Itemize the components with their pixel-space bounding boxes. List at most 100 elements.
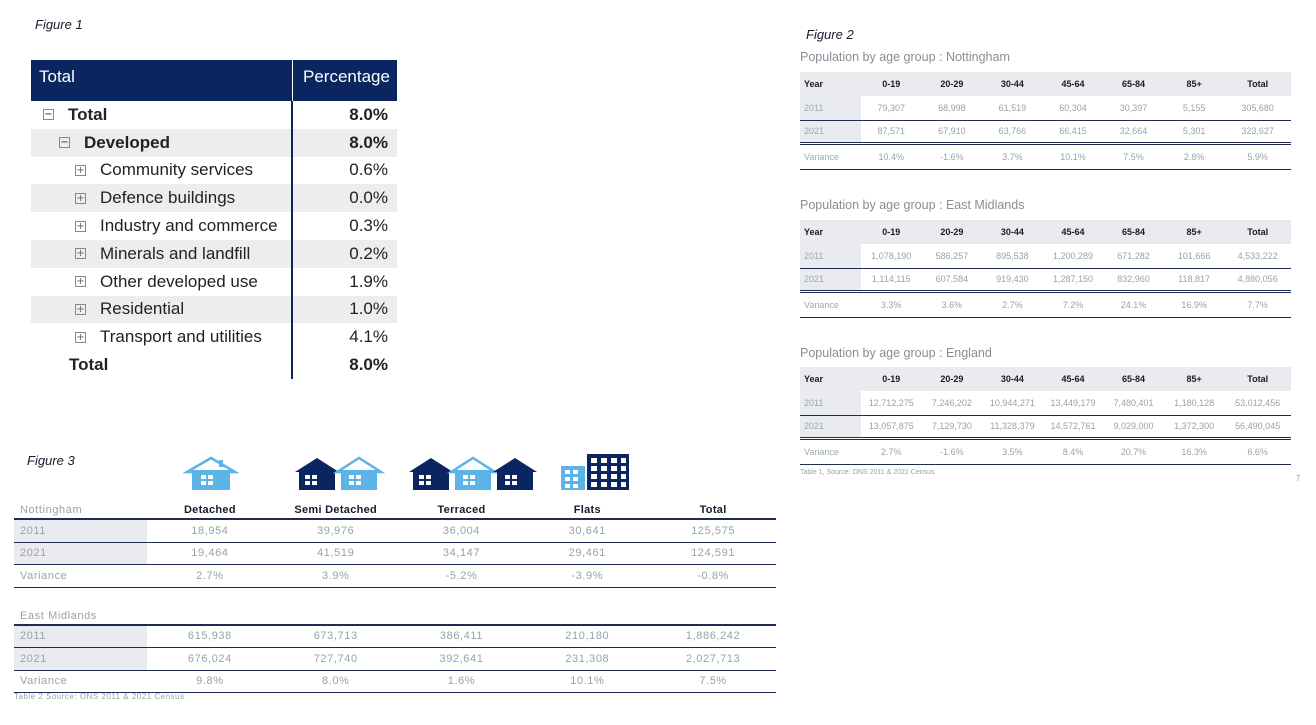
table-cell: 7,480,401 <box>1113 397 1154 408</box>
expand-icon[interactable]: + <box>75 248 86 260</box>
column-header: Total <box>1247 79 1269 89</box>
table-cell: 67,910 <box>938 126 966 137</box>
expand-icon[interactable]: + <box>75 303 86 315</box>
table-cell: 2.7% <box>196 569 224 582</box>
table-cell: 14,572,761 <box>1050 421 1096 432</box>
table-cell: 832,960 <box>1117 274 1150 285</box>
column-header: Year <box>804 79 824 89</box>
table-cell: 30,397 <box>1119 102 1148 113</box>
table-cell: 2,027,713 <box>685 652 741 665</box>
row-year: 2021 <box>800 415 861 437</box>
table-cell: -1.6% <box>940 151 964 162</box>
table-cell: 11,328,379 <box>990 421 1035 432</box>
population-table-east-midlands: Year 0-19 20-29 30-44 45-64 65-84 85+ Total 2011… <box>800 220 1291 318</box>
table-cell: 3.6% <box>941 299 963 310</box>
table-cell: 7.5% <box>699 675 727 688</box>
table-cell: 9.8% <box>196 675 224 688</box>
column-header: 45-64 <box>1061 227 1085 237</box>
row-label: Developed <box>84 132 170 152</box>
table-cell: 66,415 <box>1059 126 1087 137</box>
table-cell: 6.6% <box>1247 446 1268 457</box>
table-cell: 87,571 <box>877 126 906 137</box>
table-cell: 16.9% <box>1181 299 1207 310</box>
table-cell: 7.5% <box>1123 151 1144 162</box>
column-header: Year <box>804 227 824 237</box>
table-cell: 10.1% <box>1060 151 1086 162</box>
row-label-cell: + Industry and commerce <box>31 212 293 240</box>
table-cell: 12,712,275 <box>868 397 914 408</box>
collapse-icon[interactable]: − <box>59 137 70 149</box>
table-cell: 18,954 <box>191 524 229 537</box>
table-row: 2011 1,078,190 586,257 895,538 1,200,289 671,… <box>800 244 1291 269</box>
column-header: 0-19 <box>882 374 901 384</box>
row-label: Residential <box>100 299 185 319</box>
row-year: 2011 <box>800 96 861 120</box>
collapse-icon[interactable]: − <box>43 109 54 121</box>
row-label: 2021 <box>14 542 147 564</box>
column-header: 0-19 <box>882 79 901 89</box>
table-row: 2021 1,114,115 607,584 919,430 1,287,150 832,… <box>800 268 1291 293</box>
table-row: 2011 12,712,275 7,246,202 10,944,271 13,449,… <box>800 391 1291 416</box>
table-cell: 41,519 <box>317 547 355 560</box>
table-cell: 7.2% <box>1062 299 1084 310</box>
column-header: 20-29 <box>940 227 964 237</box>
expand-icon[interactable]: + <box>75 220 86 232</box>
table-cell: 24.1% <box>1120 299 1147 310</box>
table-cell: 2.7% <box>1002 299 1023 310</box>
expand-icon[interactable]: + <box>75 164 86 176</box>
row-label-cell: + Transport and utilities <box>31 323 293 352</box>
terraced-house-icon <box>409 456 537 490</box>
row-percentage: 0.0% <box>349 188 388 208</box>
column-header: 20-29 <box>940 374 964 384</box>
row-percentage: 0.3% <box>349 216 388 236</box>
table-row: − Total 8.0% <box>31 101 397 129</box>
column-header: 30-44 <box>1000 79 1024 89</box>
table1-source: Table 1, Source: ONS 2011 & 2021 Census <box>800 469 935 476</box>
section-title: Nottingham <box>20 504 83 516</box>
land-use-table: Total Percentage − Total 8.0% − Developed 8.0… <box>31 60 397 379</box>
row-year: Variance <box>804 151 839 162</box>
table-cell: 210,180 <box>565 630 610 643</box>
detached-house-icon <box>183 456 240 490</box>
table-cell: 676,024 <box>187 652 232 665</box>
table-cell: 16.3% <box>1181 446 1207 457</box>
column-header: 85+ <box>1186 79 1202 89</box>
table-cell: 586,257 <box>935 250 969 261</box>
row-percentage: 8.0% <box>349 355 388 375</box>
table-row: Variance 9.8% 8.0% 1.6% 10.1% 7.5% <box>14 671 776 693</box>
table-header-row: Year 0-19 20-29 30-44 45-64 65-84 85+ Total <box>800 220 1291 244</box>
table-cell: 7.7% <box>1247 299 1268 310</box>
row-year: 2011 <box>800 391 861 415</box>
table-cell: 386,411 <box>439 630 484 643</box>
table-cell: 101,666 <box>1177 250 1211 261</box>
row-label: Defence buildings <box>100 188 236 208</box>
page-number: 7 <box>1296 474 1301 483</box>
dwellings-table: Nottingham Detached Semi Detached Terraced F… <box>14 502 776 693</box>
expand-icon[interactable]: + <box>75 331 86 343</box>
table-cell: 5,155 <box>1182 102 1206 113</box>
row-label: Other developed use <box>100 271 258 291</box>
table-row: Variance 10.4% -1.6% 3.7% 10.1% 7.5% 2.8% 5.9% <box>800 145 1291 170</box>
table-cell: 3.9% <box>321 569 350 582</box>
column-header: Total <box>1247 227 1269 237</box>
table-cell: -0.8% <box>697 569 729 582</box>
row-percentage: 0.2% <box>349 243 388 263</box>
table-cell: 29,461 <box>568 547 606 560</box>
table-cell: 10.1% <box>570 675 605 688</box>
column-header: 30-44 <box>1000 374 1024 384</box>
header-percentage: Percentage <box>303 67 390 86</box>
column-header: 65-84 <box>1122 374 1146 384</box>
section-header-row: Nottingham Detached Semi Detached Terraced F… <box>14 502 776 520</box>
column-header: 85+ <box>1186 374 1202 384</box>
table-cell: 231,308 <box>565 652 610 665</box>
table-row: 2021 19,464 41,519 34,147 29,461 124,591 <box>14 542 776 565</box>
table-cell: 895,538 <box>996 250 1029 261</box>
table-cell: 7,129,730 <box>931 421 972 432</box>
column-header: 45-64 <box>1061 79 1085 89</box>
row-label: Community services <box>100 160 254 180</box>
table-cell: 1,114,115 <box>871 274 911 285</box>
table-row: + Community services 0.6% <box>31 156 397 185</box>
table-row: + Minerals and landfill 0.2% <box>31 239 397 268</box>
expand-icon[interactable]: + <box>75 192 86 204</box>
expand-icon[interactable]: + <box>75 276 86 288</box>
